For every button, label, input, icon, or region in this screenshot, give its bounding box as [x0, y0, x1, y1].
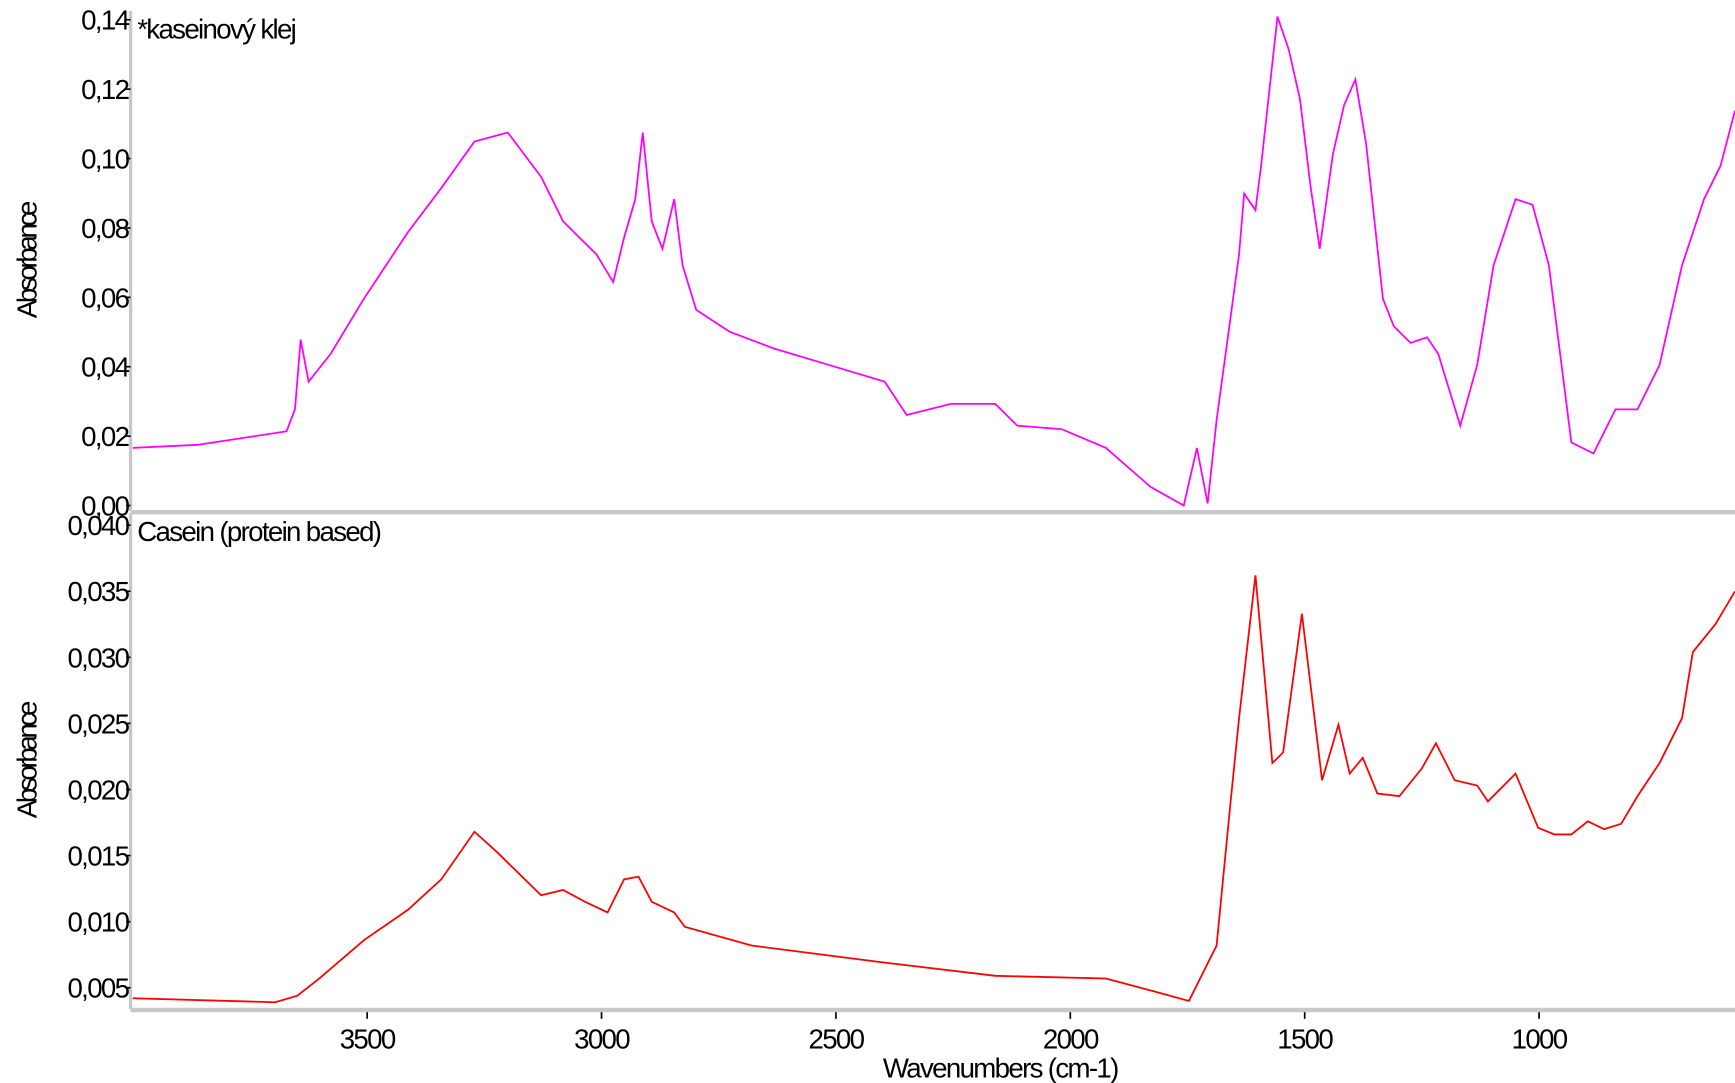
x-tick-label: 3000 — [574, 1024, 630, 1055]
panel-title: Casein (protein based) — [137, 516, 381, 547]
y-tick-label: 0,005 — [67, 973, 129, 1004]
y-tick-label: 0,12 — [81, 74, 128, 105]
y-tick-label: 0,00 — [81, 490, 129, 521]
x-tick-label: 3500 — [340, 1024, 396, 1055]
y-tick-label: 0,040 — [67, 510, 129, 541]
spectrum-line — [132, 16, 1735, 507]
y-tick-label: 0,08 — [81, 213, 129, 244]
spectrum-line — [132, 575, 1735, 1004]
x-axis-label: Wavenumbers (cm-1) — [883, 1052, 1118, 1083]
y-tick-label: 0,025 — [67, 708, 129, 739]
y-tick-label: 0,02 — [81, 421, 128, 452]
x-tick-label: 1000 — [1512, 1024, 1568, 1055]
y-tick-label: 0,10 — [81, 143, 129, 174]
y-tick-label: 0,035 — [67, 576, 129, 607]
y-tick-label: 0,030 — [67, 642, 129, 673]
x-tick-label: 1500 — [1277, 1024, 1333, 1055]
y-tick-label: 0,015 — [67, 841, 129, 872]
y-tick-label: 0,010 — [67, 907, 129, 938]
y-tick-label: 0,04 — [81, 352, 129, 383]
y-axis-label: Absorbance — [12, 701, 43, 818]
panel-title: *kaseinový klej — [137, 14, 295, 45]
y-tick-label: 0,020 — [67, 774, 129, 805]
y-axis-label: Absorbance — [12, 201, 43, 318]
x-tick-label: 2000 — [1043, 1024, 1099, 1055]
y-tick-label: 0,06 — [81, 282, 129, 313]
x-tick-label: 2500 — [808, 1024, 864, 1055]
y-tick-label: 0,14 — [81, 5, 129, 36]
